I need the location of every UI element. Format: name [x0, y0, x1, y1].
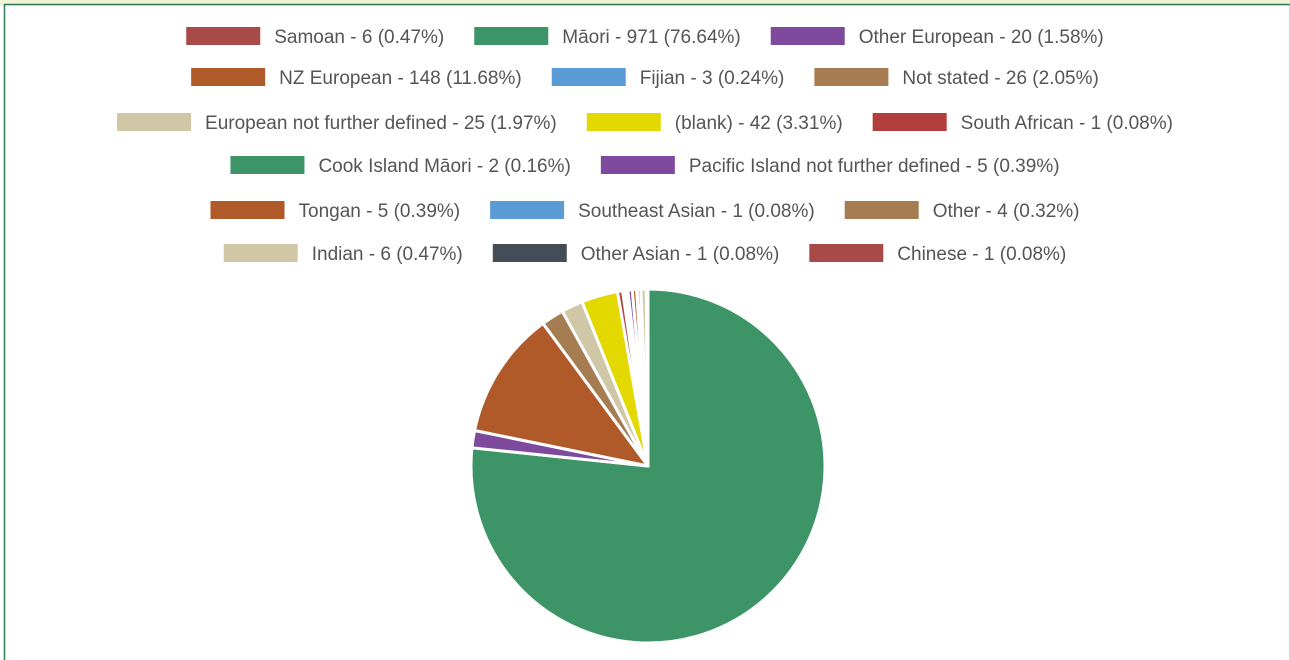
legend-item-other-asian[interactable]: Other Asian - 1 (0.08%) [492, 244, 780, 265]
legend-swatch [872, 113, 947, 131]
legend-item-samoan[interactable]: Samoan - 6 (0.47%) [186, 27, 444, 48]
legend-label: South African - 1 (0.08%) [961, 113, 1173, 134]
top-strip [0, 0, 1290, 6]
legend-swatch [600, 156, 675, 174]
legend-label: Other Asian - 1 (0.08%) [581, 244, 780, 265]
legend-item-cook-island-m-ori[interactable]: Cook Island Māori - 2 (0.16%) [230, 156, 571, 177]
legend-item-indian[interactable]: Indian - 6 (0.47%) [223, 244, 463, 265]
legend-swatch [117, 113, 192, 131]
legend-label: Chinese - 1 (0.08%) [897, 244, 1066, 265]
legend-item-other-european[interactable]: Other European - 20 (1.58%) [770, 27, 1104, 48]
legend-swatch [490, 201, 565, 219]
frame-border [3, 3, 1290, 660]
legend-label: Cook Island Māori - 2 (0.16%) [318, 156, 570, 177]
legend-label: Indian - 6 (0.47%) [312, 244, 463, 265]
legend-label: Tongan - 5 (0.39%) [299, 201, 461, 222]
legend-swatch [492, 244, 567, 262]
legend-item-fijian[interactable]: Fijian - 3 (0.24%) [551, 68, 785, 89]
legend-swatch [770, 27, 845, 45]
legend-item-southeast-asian[interactable]: Southeast Asian - 1 (0.08%) [490, 201, 815, 222]
legend-label: NZ European - 148 (11.68%) [279, 68, 522, 89]
legend-item-pacific-island-not-further-defined[interactable]: Pacific Island not further defined - 5 (… [600, 156, 1060, 177]
legend-label: Southeast Asian - 1 (0.08%) [578, 201, 815, 222]
pie-slice-chinese[interactable] [645, 287, 650, 468]
legend-label: Other - 4 (0.32%) [933, 201, 1080, 222]
legend-swatch [814, 68, 889, 86]
legend-item-m-ori[interactable]: Māori - 971 (76.64%) [474, 27, 741, 48]
legend-item-blank[interactable]: (blank) - 42 (3.31%) [586, 113, 843, 134]
pie-slice-nz-european[interactable] [473, 321, 650, 468]
legend-swatch [809, 244, 884, 262]
legend-item-tongan[interactable]: Tongan - 5 (0.39%) [210, 201, 461, 222]
legend-item-other[interactable]: Other - 4 (0.32%) [844, 201, 1080, 222]
legend-swatch [551, 68, 626, 86]
legend-item-nz-european[interactable]: NZ European - 148 (11.68%) [191, 68, 522, 89]
pie-slices [469, 287, 827, 645]
legend: Samoan - 6 (0.47%) Māori - 971 (76.64%) Ot… [117, 27, 1173, 265]
legend-item-south-african[interactable]: South African - 1 (0.08%) [872, 113, 1173, 134]
legend-label: Pacific Island not further defined - 5 (… [689, 156, 1060, 177]
legend-swatch [844, 201, 919, 219]
legend-swatch [586, 113, 661, 131]
legend-label: Not stated - 26 (2.05%) [902, 68, 1098, 89]
legend-label: European not further defined - 25 (1.97%… [205, 113, 557, 134]
legend-label: Samoan - 6 (0.47%) [274, 27, 444, 48]
legend-swatch [474, 27, 549, 45]
legend-swatch [191, 68, 266, 86]
legend-item-not-stated[interactable]: Not stated - 26 (2.05%) [814, 68, 1099, 89]
legend-swatch [186, 27, 261, 45]
legend-swatch [230, 156, 305, 174]
legend-swatch [210, 201, 285, 219]
legend-swatch [223, 244, 298, 262]
legend-label: (blank) - 42 (3.31%) [675, 113, 843, 134]
legend-label: Other European - 20 (1.58%) [859, 27, 1104, 48]
legend-item-chinese[interactable]: Chinese - 1 (0.08%) [809, 244, 1066, 265]
legend-label: Māori - 971 (76.64%) [562, 27, 740, 48]
legend-label: Fijian - 3 (0.24%) [640, 68, 785, 89]
legend-item-european-not-further-defined[interactable]: European not further defined - 25 (1.97%… [117, 113, 557, 134]
